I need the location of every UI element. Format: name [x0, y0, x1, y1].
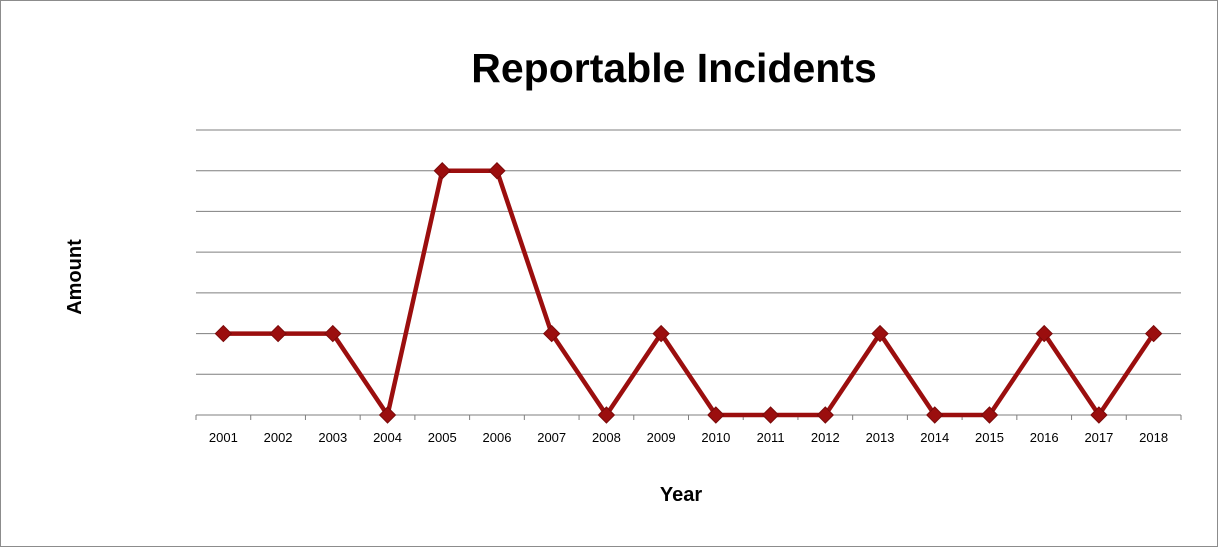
- x-tick-label: 2015: [975, 430, 1004, 445]
- x-tick-labels: 2001 2002 2003 2004 2005 2006 2007 2008 2009 2010…: [209, 430, 1168, 445]
- x-tick-label: 2001: [209, 430, 238, 445]
- x-axis-title: Year: [660, 484, 702, 506]
- x-tick-label: 2009: [647, 430, 676, 445]
- series-line-layer: [223, 168, 1156, 421]
- data-point-marker: [378, 406, 397, 424]
- gridlines: [196, 129, 1181, 375]
- data-point-marker: [816, 406, 835, 424]
- chart-title: Reportable Incidents: [471, 45, 877, 91]
- x-tick-label: 2014: [920, 430, 949, 445]
- data-point-marker: [761, 406, 780, 424]
- series-line: [223, 168, 1156, 421]
- data-point-marker: [269, 324, 287, 343]
- data-point-marker: [1144, 324, 1163, 343]
- data-point-marker: [324, 324, 342, 343]
- x-tick-label: 2005: [428, 430, 457, 445]
- x-tick-label: 2003: [318, 430, 347, 445]
- x-tick-label: 2006: [483, 430, 512, 445]
- x-tick-label: 2011: [757, 430, 785, 445]
- x-tick-label: 2017: [1084, 430, 1113, 445]
- data-point-marker: [652, 324, 670, 343]
- series-markers: [214, 162, 1163, 424]
- data-point-marker: [433, 162, 451, 180]
- data-point-marker: [871, 324, 889, 343]
- data-point-marker: [1035, 324, 1053, 343]
- x-tick-label: 2016: [1030, 430, 1059, 445]
- x-tick-label: 2018: [1139, 430, 1168, 445]
- data-point-marker: [926, 406, 944, 424]
- x-tick-label: 2013: [866, 430, 895, 445]
- x-tick-label: 2007: [537, 430, 566, 445]
- data-point-marker: [597, 406, 616, 424]
- x-axis: [195, 414, 1182, 420]
- x-tick-label: 2012: [811, 430, 840, 445]
- x-tick-label: 2004: [373, 430, 402, 445]
- x-tick-label: 2008: [592, 430, 621, 445]
- data-point-marker: [214, 324, 233, 343]
- x-tick-label: 2010: [701, 430, 730, 445]
- y-axis-title: Amount: [64, 239, 86, 315]
- data-point-marker: [707, 406, 725, 424]
- x-tick-label: 2002: [264, 430, 293, 445]
- data-point-marker: [980, 406, 999, 424]
- data-point-marker: [1090, 406, 1108, 424]
- data-point-marker: [542, 324, 561, 343]
- data-point-marker: [488, 162, 506, 180]
